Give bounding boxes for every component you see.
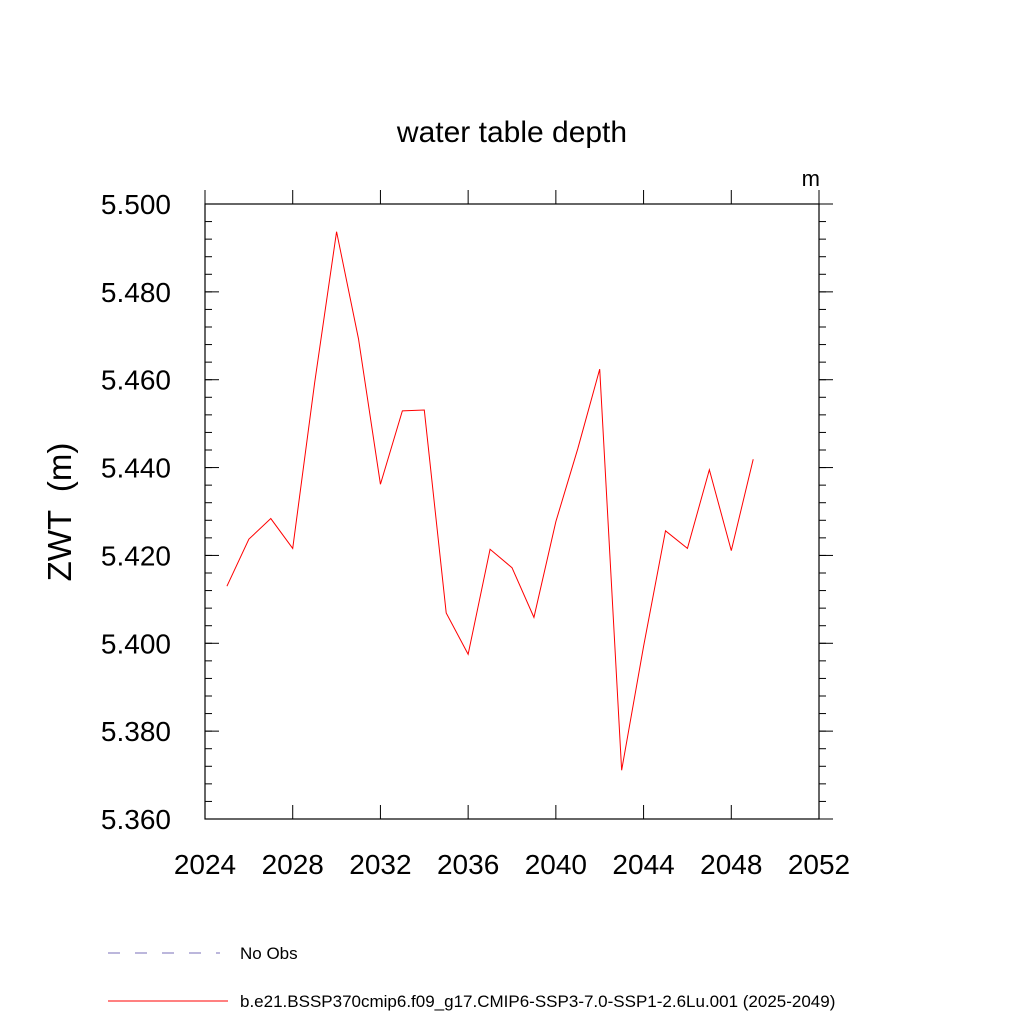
legend-label-no-obs: No Obs [240,944,298,963]
units-label: m [802,166,820,191]
y-axis-label: ZWT (m) [41,443,78,582]
series-line [226,231,754,771]
chart-title: water table depth [396,116,627,149]
series-layer [226,231,754,771]
x-tick-label: 2024 [174,849,236,880]
x-tick-label: 2036 [437,849,499,880]
x-axis-ticks [204,190,820,819]
plot-frame [204,203,820,820]
y-tick-label: 5.440 [101,453,171,484]
y-tick-label: 5.360 [101,804,171,835]
y-tick-label: 5.380 [101,716,171,747]
x-tick-label: 2048 [700,849,762,880]
y-axis-ticks [205,203,833,820]
x-tick-labels: 2024 2028 2032 2036 2040 2044 2048 2052 [174,849,850,880]
y-tick-label: 5.420 [101,540,171,571]
x-tick-label: 2028 [262,849,324,880]
y-tick-label: 5.460 [101,365,171,396]
y-tick-label: 5.400 [101,628,171,659]
y-tick-label: 5.500 [101,189,171,220]
y-tick-labels: 5.360 5.380 5.400 5.420 5.440 5.460 5.480 5.500 [101,189,171,835]
x-tick-label: 2052 [788,849,850,880]
x-tick-label: 2040 [525,849,587,880]
x-tick-label: 2032 [349,849,411,880]
legend: No Obs b.e21.BSSP370cmip6.f09_g17.CMIP6-… [108,944,835,1011]
x-tick-label: 2044 [612,849,674,880]
legend-label-model-run: b.e21.BSSP370cmip6.f09_g17.CMIP6-SSP3-7.… [240,992,835,1011]
y-tick-label: 5.480 [101,277,171,308]
